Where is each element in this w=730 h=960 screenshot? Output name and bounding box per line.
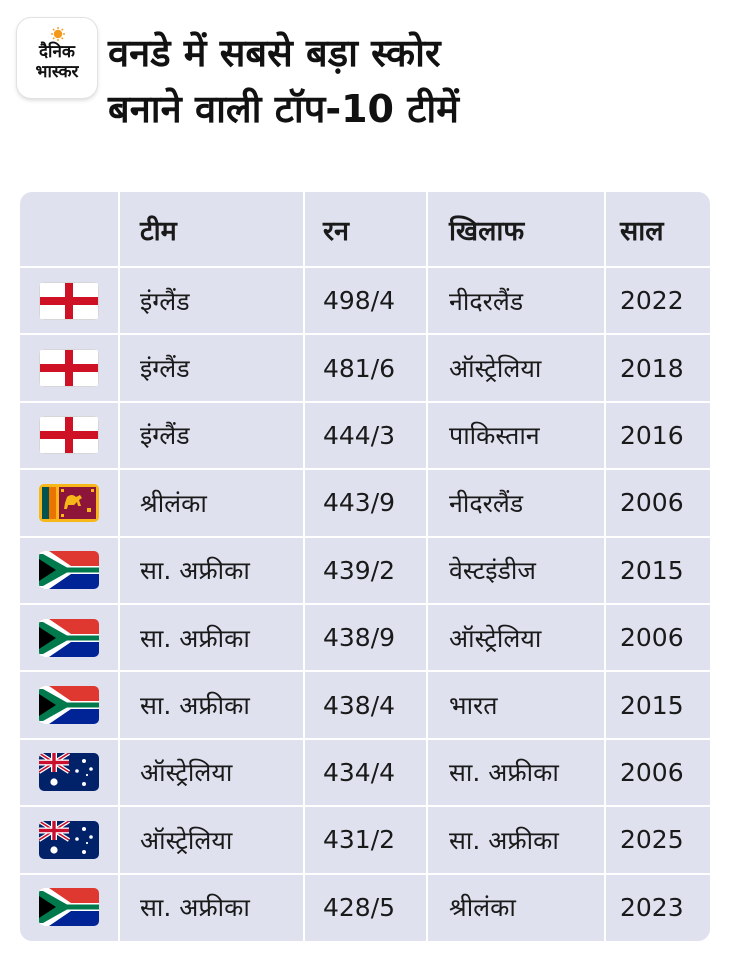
england-flag-icon xyxy=(39,416,99,455)
column-divider xyxy=(604,192,606,941)
team-column-header: टीम xyxy=(140,216,177,247)
logo-text-line1: दैनिक xyxy=(39,42,75,62)
row-divider xyxy=(20,872,710,875)
south-africa-flag-icon xyxy=(39,888,99,927)
team-cell: सा. अफ्रीका xyxy=(140,691,250,721)
title-line-1: वनडे में सबसे बड़ा स्कोर xyxy=(108,31,441,75)
row-divider xyxy=(20,468,710,471)
flag-cell xyxy=(20,806,118,873)
year-cell: 2016 xyxy=(620,420,684,450)
opponent-cell: सा. अफ्रीका xyxy=(449,825,559,855)
runs-cell: 439/2 xyxy=(323,555,396,585)
table-row: इंग्लैंड 498/4 नीदरलैंड 2022 xyxy=(20,267,710,334)
table-row: सा. अफ्रीका 439/2 वेस्टइंडीज 2015 xyxy=(20,537,710,604)
england-flag-icon xyxy=(39,281,99,320)
flag-cell xyxy=(20,334,118,401)
year-column-header: साल xyxy=(620,216,664,247)
australia-flag-icon xyxy=(39,820,99,859)
year-cell: 2023 xyxy=(620,892,684,922)
flag-cell xyxy=(20,402,118,469)
runs-cell: 481/6 xyxy=(323,353,396,383)
table-row: ऑस्ट्रेलिया 434/4 सा. अफ्रीका 2006 xyxy=(20,739,710,806)
row-divider xyxy=(20,266,710,268)
logo-text-line2: भास्कर xyxy=(35,62,79,82)
opponent-cell: नीदरलैंड xyxy=(449,488,524,518)
team-cell: सा. अफ्रीका xyxy=(140,893,250,923)
year-cell: 2015 xyxy=(620,555,684,585)
runs-cell: 428/5 xyxy=(323,892,396,922)
title-line-2: बनाने वाली टॉप-10 टीमें xyxy=(108,87,459,131)
south-africa-flag-icon xyxy=(39,686,99,725)
year-cell: 2015 xyxy=(620,690,684,720)
page-title: वनडे में सबसे बड़ा स्कोर बनाने वाली टॉप-… xyxy=(108,25,720,137)
flag-column-header xyxy=(20,192,118,267)
year-cell: 2006 xyxy=(620,488,684,518)
flag-cell xyxy=(20,671,118,738)
england-flag-icon xyxy=(39,349,99,388)
column-divider xyxy=(303,192,305,941)
team-cell: ऑस्ट्रेलिया xyxy=(140,758,233,788)
australia-flag-icon xyxy=(39,753,99,792)
column-divider xyxy=(426,192,428,941)
row-divider xyxy=(20,400,710,403)
runs-column-header: रन xyxy=(323,216,350,247)
table-row: सा. अफ्रीका 438/9 ऑस्ट्रेलिया 2006 xyxy=(20,604,710,671)
south-africa-flag-icon xyxy=(39,618,99,657)
table-row: श्रीलंका 443/9 नीदरलैंड 2006 xyxy=(20,469,710,536)
table-row: सा. अफ्रीका 428/5 श्रीलंका 2023 xyxy=(20,874,710,941)
flag-cell xyxy=(20,267,118,334)
year-cell: 2006 xyxy=(620,757,684,787)
runs-cell: 431/2 xyxy=(323,825,396,855)
row-divider xyxy=(20,333,710,336)
table-row: सा. अफ्रीका 438/4 भारत 2015 xyxy=(20,671,710,738)
table-row: इंग्लैंड 444/3 पाकिस्तान 2016 xyxy=(20,402,710,469)
srilanka-flag-icon xyxy=(39,483,99,522)
opponent-cell: नीदरलैंड xyxy=(449,286,524,316)
row-divider xyxy=(20,737,710,740)
runs-cell: 443/9 xyxy=(323,488,396,518)
year-cell: 2006 xyxy=(620,623,684,653)
flag-cell xyxy=(20,537,118,604)
flag-cell xyxy=(20,874,118,941)
column-divider xyxy=(118,192,120,941)
runs-cell: 444/3 xyxy=(323,420,396,450)
year-cell: 2018 xyxy=(620,353,684,383)
opponent-cell: ऑस्ट्रेलिया xyxy=(449,354,542,384)
scores-table: टीम रन खिलाफ साल इंग्लैंड 498/4 नीदरलैंड 20… xyxy=(20,192,710,941)
flag-cell xyxy=(20,604,118,671)
runs-cell: 498/4 xyxy=(323,286,396,316)
opponent-cell: ऑस्ट्रेलिया xyxy=(449,623,542,653)
opponent-cell: श्रीलंका xyxy=(449,893,516,923)
opponent-cell: भारत xyxy=(449,691,498,721)
flag-cell xyxy=(20,739,118,806)
opponent-cell: वेस्टइंडीज xyxy=(449,556,536,586)
opponent-column-header: खिलाफ xyxy=(449,216,525,247)
opponent-cell: पाकिस्तान xyxy=(449,421,540,451)
row-divider xyxy=(20,670,710,673)
year-cell: 2025 xyxy=(620,825,684,855)
team-cell: श्रीलंका xyxy=(140,488,207,518)
team-cell: सा. अफ्रीका xyxy=(140,556,250,586)
team-cell: सा. अफ्रीका xyxy=(140,623,250,653)
flag-cell xyxy=(20,469,118,536)
runs-cell: 438/4 xyxy=(323,690,396,720)
table-header-row: टीम रन खिलाफ साल xyxy=(20,192,710,267)
south-africa-flag-icon xyxy=(39,551,99,590)
team-cell: इंग्लैंड xyxy=(140,421,190,451)
team-cell: इंग्लैंड xyxy=(140,354,190,384)
sun-icon xyxy=(51,27,65,41)
opponent-cell: सा. अफ्रीका xyxy=(449,758,559,788)
runs-cell: 438/9 xyxy=(323,623,396,653)
year-cell: 2022 xyxy=(620,286,684,316)
row-divider xyxy=(20,535,710,538)
row-divider xyxy=(20,805,710,808)
table-row: ऑस्ट्रेलिया 431/2 सा. अफ्रीका 2025 xyxy=(20,806,710,873)
table-row: इंग्लैंड 481/6 ऑस्ट्रेलिया 2018 xyxy=(20,334,710,401)
team-cell: इंग्लैंड xyxy=(140,286,190,316)
team-cell: ऑस्ट्रेलिया xyxy=(140,825,233,855)
dainik-bhaskar-logo: दैनिक भास्कर xyxy=(17,18,97,98)
row-divider xyxy=(20,603,710,605)
runs-cell: 434/4 xyxy=(323,757,396,787)
